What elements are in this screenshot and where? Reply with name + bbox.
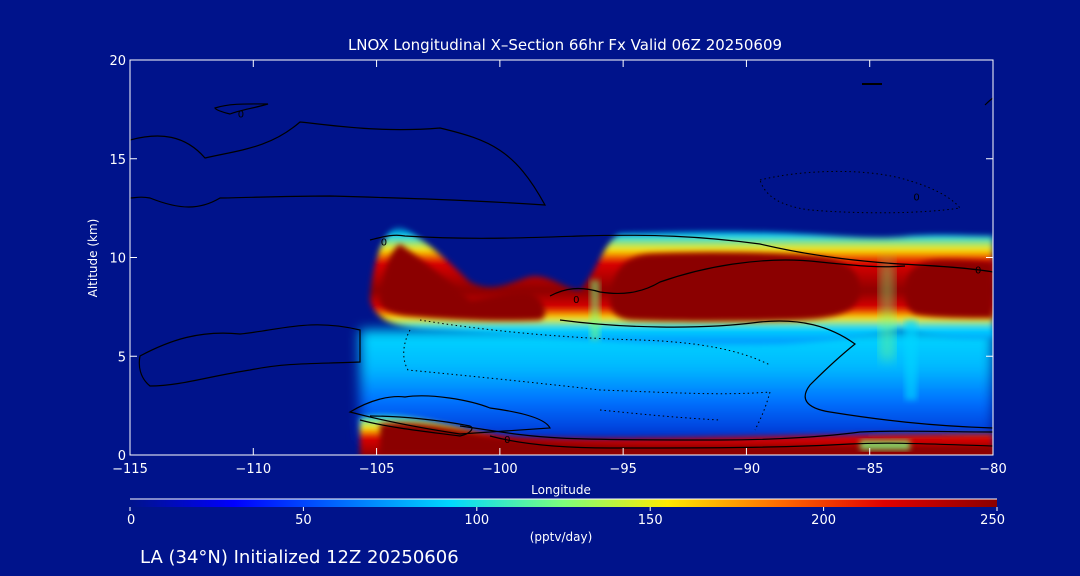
core-west (380, 244, 546, 321)
y-tick-label: 5 (118, 350, 126, 365)
y-tick-label: 15 (109, 153, 126, 168)
contour-lines (130, 83, 993, 449)
x-axis: −115 −110 −105 −100 −95 −90 −85 −80 (112, 60, 1007, 477)
dotted-contours (403, 170, 961, 431)
x-tick-label: −105 (359, 462, 395, 477)
colorbar-tick-label: 250 (980, 513, 1005, 528)
contour-labels: 0 0 0 0 0 0 (238, 109, 982, 446)
y-axis: 0 5 10 15 20 (109, 54, 993, 464)
surface-core (380, 422, 993, 455)
colorbar-tick-label: 200 (811, 513, 836, 528)
x-tick-label: −80 (979, 462, 1006, 477)
y-tick-label: 0 (118, 449, 126, 464)
x-tick-label: −110 (235, 462, 271, 477)
x-tick-label: −100 (482, 462, 518, 477)
colorbar-tick-label: 0 (127, 513, 135, 528)
colorbar-gradient (130, 499, 997, 507)
heatmap-field (130, 60, 993, 455)
x-tick-label: −90 (733, 462, 760, 477)
colorbar: 0 50 100 150 200 250 (pptv/day) (127, 498, 1005, 544)
x-axis-label: Longitude (531, 483, 591, 497)
core-far-east (905, 260, 993, 318)
colorbar-tick-label: 100 (464, 513, 489, 528)
contour-value-label: 0 (504, 435, 510, 446)
colorbar-label: (pptv/day) (530, 530, 593, 544)
chart-title: LNOX Longitudinal X–Section 66hr Fx Vali… (348, 36, 782, 54)
y-tick-label: 20 (109, 54, 126, 69)
x-tick-label: −95 (609, 462, 636, 477)
y-tick-label: 10 (109, 252, 126, 267)
contour-value-label: 0 (573, 295, 579, 306)
contour-value-label: 0 (975, 265, 981, 276)
x-tick-label: −85 (856, 462, 883, 477)
y-axis-label: Altitude (km) (86, 219, 100, 298)
contour-value-label: 0 (238, 109, 244, 120)
colorbar-tick-label: 50 (295, 513, 312, 528)
colorbar-tick-label: 150 (638, 513, 663, 528)
chart-subtitle: LA (34°N) Initialized 12Z 20250606 (140, 547, 459, 568)
contour-value-label: 0 (381, 238, 387, 249)
core-east (610, 252, 860, 322)
contour-value-label: 0 (913, 192, 919, 203)
x-tick-label: −115 (112, 462, 148, 477)
colorbar-ticks: 0 50 100 150 200 250 (127, 507, 1005, 528)
